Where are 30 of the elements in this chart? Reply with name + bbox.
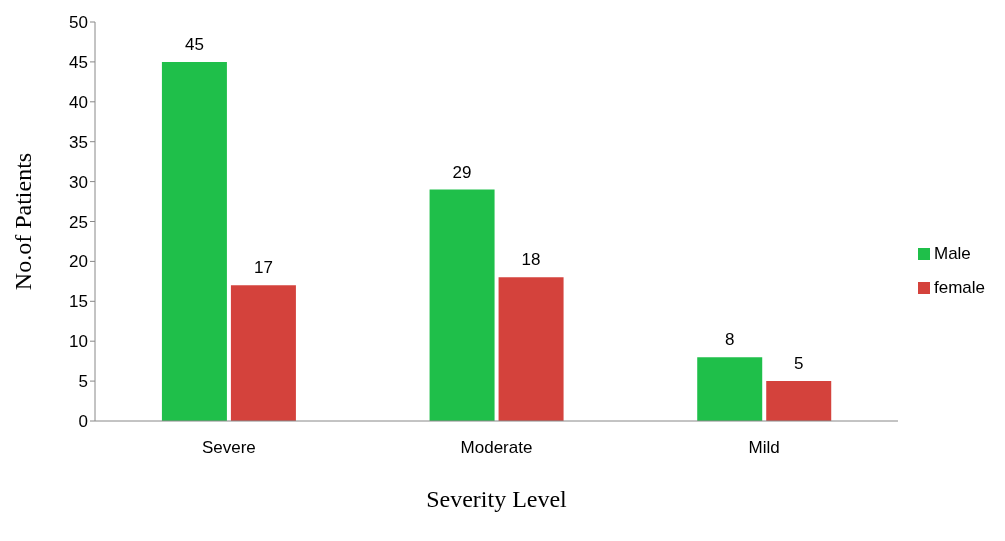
y-tick-label: 25 bbox=[69, 212, 88, 232]
x-axis-title: Severity Level bbox=[426, 486, 568, 512]
bar bbox=[697, 357, 763, 421]
y-tick-label: 30 bbox=[69, 172, 88, 192]
y-tick-label: 45 bbox=[69, 52, 88, 72]
data-label: 45 bbox=[184, 34, 204, 54]
bar bbox=[498, 277, 564, 421]
bar bbox=[161, 61, 227, 421]
y-tick-label: 20 bbox=[69, 252, 88, 272]
x-tick-label: Moderate bbox=[460, 438, 533, 458]
y-tick-label: 35 bbox=[69, 132, 88, 152]
x-tick-label: Severe bbox=[201, 438, 256, 458]
y-tick-label: 15 bbox=[69, 292, 88, 312]
bar bbox=[766, 381, 832, 421]
legend-label: female bbox=[933, 277, 985, 297]
data-label: 5 bbox=[793, 354, 804, 374]
y-tick-label: 0 bbox=[78, 412, 88, 432]
y-axis-title: No.of Patients bbox=[9, 152, 36, 291]
data-label: 18 bbox=[521, 250, 541, 270]
data-label: 29 bbox=[452, 162, 472, 182]
bar bbox=[230, 285, 296, 421]
data-label: 17 bbox=[253, 258, 273, 278]
x-tick-label: Mild bbox=[748, 438, 780, 458]
y-tick-label: 40 bbox=[69, 92, 88, 112]
y-tick-label: 50 bbox=[69, 13, 88, 33]
y-tick-label: 10 bbox=[69, 332, 88, 352]
bar bbox=[429, 189, 495, 421]
y-tick-label: 5 bbox=[78, 372, 88, 392]
data-label: 8 bbox=[724, 330, 735, 350]
legend-label: Male bbox=[933, 243, 971, 263]
